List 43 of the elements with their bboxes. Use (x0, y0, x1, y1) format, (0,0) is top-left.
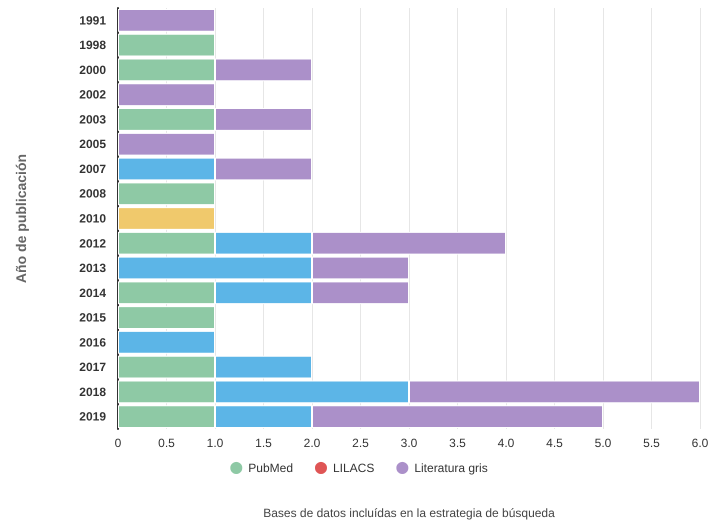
bar (118, 132, 215, 156)
bar (118, 182, 215, 206)
y-tick-label: 2003 (79, 112, 106, 126)
x-tick-label: 2.0 (304, 436, 321, 450)
x-tick-label: 0 (114, 436, 122, 450)
y-tick-label: 1991 (79, 13, 106, 28)
x-tick-label: 4.0 (498, 436, 515, 450)
x-tick-label: 0.5 (158, 436, 176, 450)
bar (118, 8, 215, 32)
legend-label: Literatura gris (414, 461, 488, 475)
bar (118, 34, 215, 57)
x-tick-label: 3.5 (449, 436, 466, 450)
y-tick-label: 1998 (79, 38, 106, 52)
y-tick-label: 2017 (79, 360, 106, 374)
y-tick-label: 2015 (79, 310, 106, 325)
y-tick-label: 2019 (79, 410, 106, 424)
bar (118, 83, 215, 106)
x-axis-title: Bases de datos incluídas en la estrategia de búsqueda (263, 506, 556, 520)
x-tick-label: 4.5 (546, 436, 564, 450)
y-tick-label: 2014 (79, 286, 106, 300)
y-tick-label: 2016 (79, 335, 106, 350)
y-tick-label: 2007 (79, 162, 106, 176)
x-tick-label: 5.5 (643, 436, 660, 450)
y-tick-label: 2018 (79, 384, 106, 399)
legend-label: PubMed (248, 461, 293, 475)
x-tick-label: 1.5 (255, 436, 272, 450)
y-tick-label: 2002 (79, 88, 106, 102)
bar (118, 306, 215, 329)
bar (118, 207, 215, 230)
x-tick-label: 1.0 (206, 436, 224, 450)
legend-label: LILACS (332, 461, 374, 475)
y-tick-label: 2005 (79, 137, 106, 152)
x-tick-label: 3.0 (400, 436, 418, 450)
y-tick-label: 2008 (79, 186, 106, 201)
y-tick-label: 2012 (79, 236, 106, 250)
y-axis-title: Año de publicación (13, 154, 29, 284)
y-tick-label: 2010 (79, 212, 106, 226)
x-tick-label: 5.0 (594, 436, 612, 450)
x-tick-label: 6.0 (692, 436, 709, 450)
bar (118, 330, 215, 354)
x-tick-label: 2.5 (352, 436, 370, 450)
y-tick-label: 2013 (79, 261, 106, 276)
y-tick-label: 2000 (79, 62, 106, 77)
